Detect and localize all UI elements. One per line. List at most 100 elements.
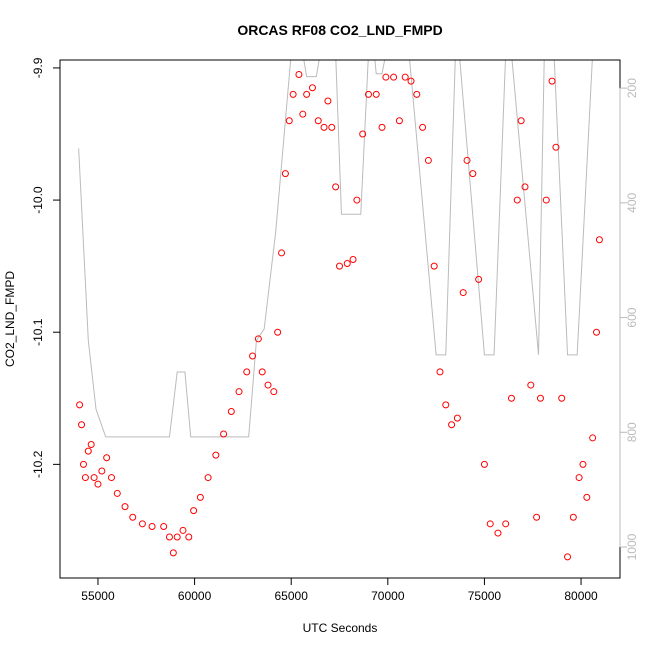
data-point	[382, 73, 390, 81]
point-layer	[76, 71, 603, 561]
data-point	[353, 196, 361, 204]
data-point	[419, 123, 427, 131]
y2-tick-label: 200	[625, 78, 639, 98]
data-point	[289, 90, 297, 98]
plot-frame	[59, 59, 621, 579]
chart-title: ORCAS RF08 CO2_LND_FMPD	[237, 22, 442, 38]
data-point	[480, 460, 488, 468]
data-point	[548, 77, 556, 85]
data-point	[98, 467, 106, 475]
data-point	[349, 256, 357, 264]
data-point	[521, 183, 529, 191]
data-point	[552, 143, 560, 151]
data-point	[121, 503, 129, 511]
data-point	[79, 460, 87, 468]
data-point	[190, 507, 198, 515]
data-point	[583, 493, 591, 501]
data-point	[81, 474, 89, 482]
data-point	[430, 262, 438, 270]
data-point	[579, 460, 587, 468]
data-point	[442, 401, 450, 409]
data-point	[148, 522, 156, 530]
data-point	[359, 130, 367, 138]
data-point	[332, 183, 340, 191]
data-point	[558, 394, 566, 402]
data-point	[243, 368, 251, 376]
data-point	[336, 262, 344, 270]
data-point	[254, 335, 262, 343]
data-point	[76, 401, 84, 409]
data-point	[401, 73, 409, 81]
y-tick-label: -9.9	[31, 57, 45, 78]
data-point	[94, 480, 102, 488]
x-tick-label: 75000	[468, 589, 502, 603]
data-point	[308, 84, 316, 92]
data-point	[343, 260, 351, 267]
y-tick-label: -10.1	[31, 318, 45, 346]
data-point	[436, 368, 444, 376]
data-point	[196, 493, 204, 501]
y2-layer	[78, 60, 593, 438]
data-point	[138, 520, 146, 528]
data-point	[589, 434, 597, 442]
data-point	[103, 454, 111, 462]
data-point	[185, 533, 193, 541]
y2-tick-label: 800	[625, 422, 639, 442]
data-point	[513, 196, 521, 204]
y-tick-label: -10.2	[31, 450, 45, 478]
data-point	[507, 394, 515, 402]
y2-line	[78, 60, 593, 438]
data-point	[390, 73, 398, 81]
data-point	[364, 90, 372, 98]
data-point	[129, 513, 137, 521]
data-point	[569, 513, 577, 521]
data-point	[235, 388, 243, 396]
data-point	[160, 522, 168, 530]
data-point	[469, 170, 477, 178]
data-point	[87, 441, 95, 449]
data-point	[372, 90, 380, 98]
data-point	[424, 156, 432, 164]
x-tick-label: 55000	[81, 589, 115, 603]
data-point	[90, 474, 98, 482]
data-point	[220, 430, 228, 438]
data-point	[413, 90, 421, 98]
x-axis-label: UTC Seconds	[303, 621, 378, 635]
data-point	[227, 408, 235, 415]
data-point	[324, 97, 332, 105]
data-point	[264, 381, 272, 389]
data-point	[542, 196, 550, 204]
x-tick-label: 65000	[275, 589, 309, 603]
data-point	[295, 71, 303, 79]
data-point	[212, 451, 220, 459]
data-point	[299, 110, 307, 118]
data-point	[169, 549, 177, 557]
data-point	[536, 394, 544, 402]
y2-tick-label: 600	[625, 307, 639, 327]
data-point	[320, 123, 328, 131]
data-point	[378, 123, 386, 131]
data-point	[314, 117, 322, 125]
data-point	[593, 328, 601, 336]
y-axis-label: CO2_LND_FMPD	[3, 271, 17, 367]
y2-tick-label: 1000	[625, 533, 639, 560]
data-point	[475, 275, 483, 283]
data-point	[494, 529, 502, 537]
data-point	[278, 249, 286, 257]
data-point	[575, 474, 583, 482]
data-point	[165, 533, 173, 541]
data-point	[453, 414, 461, 422]
data-point	[179, 526, 187, 534]
data-point	[303, 90, 311, 98]
data-point	[270, 388, 278, 396]
data-point	[395, 117, 403, 125]
data-point	[486, 520, 494, 528]
data-point	[595, 236, 603, 244]
data-point	[84, 447, 92, 455]
x-tick-label: 80000	[564, 589, 598, 603]
data-point	[407, 77, 415, 85]
data-point	[517, 117, 525, 125]
data-point	[249, 352, 257, 360]
data-point	[107, 474, 115, 482]
